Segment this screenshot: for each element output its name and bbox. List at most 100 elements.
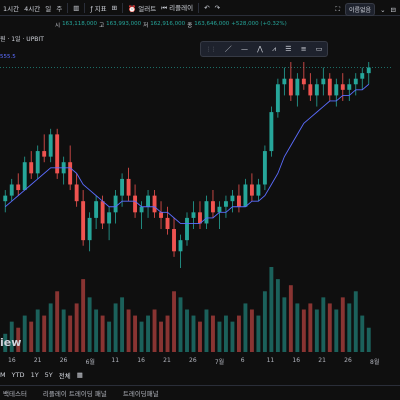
volume-bar xyxy=(159,321,163,352)
time-axis-label: 26 xyxy=(344,357,352,364)
candle-body xyxy=(204,201,209,224)
candle-body xyxy=(120,178,125,196)
candle-body xyxy=(230,195,235,202)
volume-bar xyxy=(113,303,118,352)
volume-bar xyxy=(217,321,222,352)
volume-bar xyxy=(133,315,138,352)
close-label: 종 xyxy=(187,23,193,29)
volume-bar xyxy=(256,315,261,352)
candle-body xyxy=(360,73,365,79)
more-tools-icon[interactable]: ≡ xyxy=(300,45,307,53)
indicators-button[interactable]: ƒ 지표 xyxy=(90,4,107,13)
time-axis-label: 6월 xyxy=(85,359,95,366)
symbol-title[interactable]: 원 · 1일 · UPBIT xyxy=(0,36,44,43)
time-axis-label: 21 xyxy=(318,357,326,364)
horizontal-line-icon[interactable]: — xyxy=(240,45,248,53)
open-label: 시 xyxy=(55,23,61,29)
calendar-icon[interactable]: ▦ xyxy=(76,371,83,379)
alerts-button[interactable]: ⏰ 얼러트 xyxy=(128,4,157,13)
volume-bar xyxy=(288,285,293,352)
time-axis-label: 6 xyxy=(240,357,245,364)
trend-line-icon[interactable]: ／ xyxy=(224,45,232,53)
tf-m[interactable]: M xyxy=(0,371,6,379)
candle-body xyxy=(74,184,79,202)
candle-body xyxy=(366,67,371,74)
volume-bar xyxy=(165,315,170,352)
rectangle-icon[interactable]: ▭ xyxy=(315,45,323,53)
volume-bar xyxy=(3,333,8,352)
candle-body xyxy=(191,212,196,218)
time-axis-label: 8월 xyxy=(370,359,380,366)
candle-body xyxy=(159,212,163,218)
volume-bar xyxy=(94,309,99,352)
fib-icon[interactable]: ☰ xyxy=(285,45,292,53)
divider xyxy=(122,2,124,13)
volume-bar xyxy=(48,303,53,352)
tf-5y[interactable]: 5Y xyxy=(44,371,53,379)
templates-icon[interactable]: ⊞ xyxy=(111,3,118,12)
undo-icon[interactable]: ↶ xyxy=(204,3,210,12)
tab-backtester[interactable]: 백테스터 xyxy=(3,390,27,398)
interval-4h[interactable]: 4시간 xyxy=(24,4,41,13)
replay-button[interactable]: ⏮ 리플레이 xyxy=(161,4,194,12)
candle-body xyxy=(100,201,105,224)
volume-bar xyxy=(16,327,21,352)
volume-bar xyxy=(74,303,79,352)
ohlc-readout: 시 163,118,000 고 163,993,000 저 162,916,00… xyxy=(55,21,287,29)
candle-body xyxy=(178,240,183,252)
fullscreen-icon[interactable]: ⛶ xyxy=(335,5,340,13)
tf-1y[interactable]: 1Y xyxy=(30,371,39,379)
high-value: 163,993,000 xyxy=(106,21,142,27)
chevron-down-icon[interactable]: ⌄ xyxy=(380,5,386,14)
chart-type-icon[interactable]: ▥ xyxy=(73,3,80,12)
candle-body xyxy=(185,217,189,241)
time-axis-label: 16 xyxy=(8,357,16,364)
layout-name-button[interactable]: 이름없음 xyxy=(345,3,376,16)
toolbar-right: ⛶ 이름없음 ⌄ ⊟ xyxy=(335,3,396,16)
divider xyxy=(67,2,69,13)
drag-handle-icon[interactable]: ⋮⋮ xyxy=(205,45,217,53)
candle-body xyxy=(87,217,92,241)
timeframe-bar: M YTD 1Y 5Y 전체 ▦ xyxy=(0,370,83,380)
ma-value: 555.5 xyxy=(0,54,16,60)
candle-body xyxy=(224,201,228,207)
interval-1h[interactable]: 1시간 xyxy=(3,4,20,13)
volume-bar xyxy=(126,309,131,352)
interval-1w[interactable]: 주 xyxy=(56,4,63,13)
candle-body xyxy=(321,78,326,85)
candle-body xyxy=(113,195,118,213)
time-axis-label: 7월 xyxy=(214,359,225,366)
time-axis-label: 21 xyxy=(163,357,171,364)
redo-icon[interactable]: ↷ xyxy=(214,3,220,12)
pattern-icon[interactable]: ⋀ xyxy=(257,45,263,53)
tf-all[interactable]: 전체 xyxy=(58,372,71,380)
candle-body xyxy=(198,212,202,224)
candle-body xyxy=(314,84,319,96)
zigzag-icon[interactable]: ⩘ xyxy=(272,44,277,53)
interval-1d[interactable]: 일 xyxy=(45,4,52,13)
candle-body xyxy=(256,184,261,196)
candle-body xyxy=(55,134,60,174)
divider xyxy=(198,2,200,13)
volume-bar xyxy=(275,279,280,352)
candle-body xyxy=(334,84,339,96)
candle-body xyxy=(16,184,21,191)
candle-body xyxy=(295,78,300,96)
tab-trading-panel[interactable]: 트레이딩패널 xyxy=(122,390,159,398)
candle-body xyxy=(275,84,280,113)
candle-body xyxy=(146,195,150,207)
volume-bar xyxy=(178,297,183,352)
volume-bar xyxy=(120,297,125,352)
tab-replay-panel[interactable]: 리플레이 트레이딩 패널 xyxy=(42,390,107,398)
candle-body xyxy=(236,195,241,207)
layouts-grid-icon[interactable]: ⊟ xyxy=(390,5,396,14)
volume-bar xyxy=(236,315,241,352)
volume-bar xyxy=(327,303,332,352)
candle-body xyxy=(3,195,8,202)
replay-label: 리플레이 xyxy=(169,4,194,12)
volume-bar xyxy=(139,321,144,352)
candle-body xyxy=(94,201,99,218)
candle-body xyxy=(107,212,112,224)
tf-ytd[interactable]: YTD xyxy=(11,371,25,379)
